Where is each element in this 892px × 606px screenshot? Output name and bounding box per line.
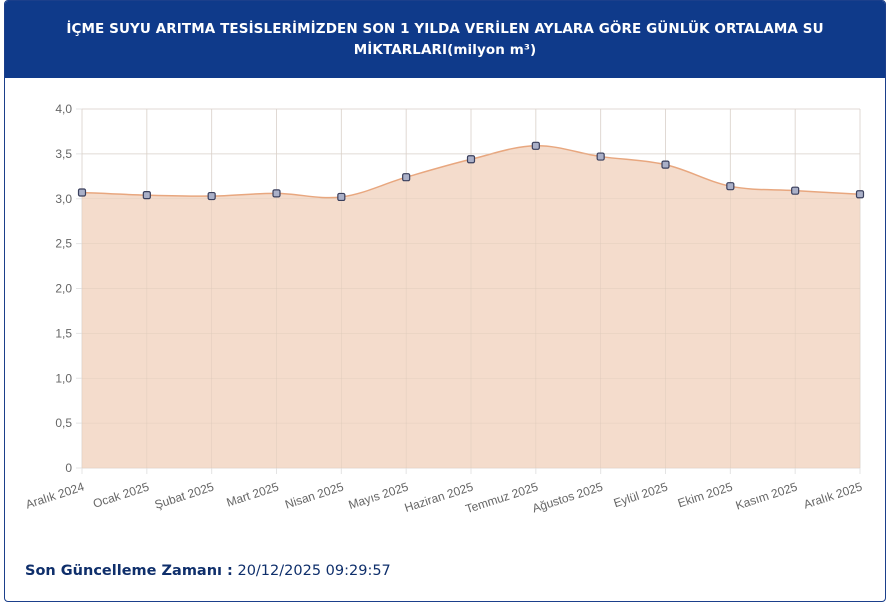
y-tick-label: 3,5: [55, 147, 72, 161]
chart-title: İÇME SUYU ARITMA TESİSLERİMİZDEN SON 1 Y…: [66, 20, 824, 58]
data-point: [791, 186, 800, 195]
x-tick-label: Aralık 2025: [802, 479, 864, 511]
x-tick-label: Mart 2025: [225, 479, 281, 509]
x-tick-label: Şubat 2025: [153, 479, 216, 511]
y-tick-label: 0: [65, 461, 72, 475]
x-tick-label: Temmuz 2025: [464, 479, 540, 516]
x-tick-label: Ekim 2025: [676, 479, 735, 510]
x-tick-label: Ağustos 2025: [530, 479, 604, 515]
y-tick-label: 2,0: [55, 282, 72, 296]
x-tick-label: Aralık 2024: [24, 479, 86, 511]
data-point: [207, 191, 216, 201]
last-update-value: 20/12/2025 09:29:57: [237, 563, 391, 579]
data-point: [466, 155, 476, 164]
x-tick-label: Eylül 2025: [612, 479, 670, 510]
x-tick-label: Haziran 2025: [403, 479, 476, 514]
data-point: [272, 189, 281, 198]
data-point: [661, 160, 670, 169]
x-tick-label: Mayıs 2025: [347, 479, 411, 512]
y-tick-label: 3,0: [55, 192, 72, 206]
x-tick-label: Ocak 2025: [91, 479, 151, 510]
data-point: [531, 141, 540, 150]
chart-area: 0 0,5 1,0 1,5 2,0 2,5 3,0 3,5 4,0 Aralık 2024 Ocak…: [5, 91, 885, 531]
x-tick-label: Nisan 2025: [283, 479, 345, 511]
y-tick-label: 1,5: [55, 326, 72, 340]
data-point: [142, 191, 151, 200]
y-tick-label: 2,5: [55, 237, 72, 251]
data-point: [596, 152, 605, 161]
x-tick-label: Kasım 2025: [734, 479, 800, 512]
area-chart: 0 0,5 1,0 1,5 2,0 2,5 3,0 3,5 4,0 Aralık 2024 Ocak…: [24, 102, 865, 516]
chart-header: İÇME SUYU ARITMA TESİSLERİMİZDEN SON 1 Y…: [5, 1, 885, 78]
chart-card: İÇME SUYU ARITMA TESİSLERİMİZDEN SON 1 Y…: [4, 0, 886, 602]
data-point: [77, 188, 87, 197]
data-point: [855, 190, 865, 199]
data-point: [726, 182, 735, 191]
y-tick-label: 4,0: [55, 102, 72, 116]
data-point: [402, 173, 411, 182]
last-update: Son Güncelleme Zamanı : 20/12/2025 09:29…: [25, 563, 391, 579]
y-tick-label: 0,5: [55, 416, 72, 430]
last-update-label: Son Güncelleme Zamanı :: [25, 563, 233, 579]
y-tick-label: 1,0: [55, 371, 72, 385]
data-point: [337, 192, 346, 202]
